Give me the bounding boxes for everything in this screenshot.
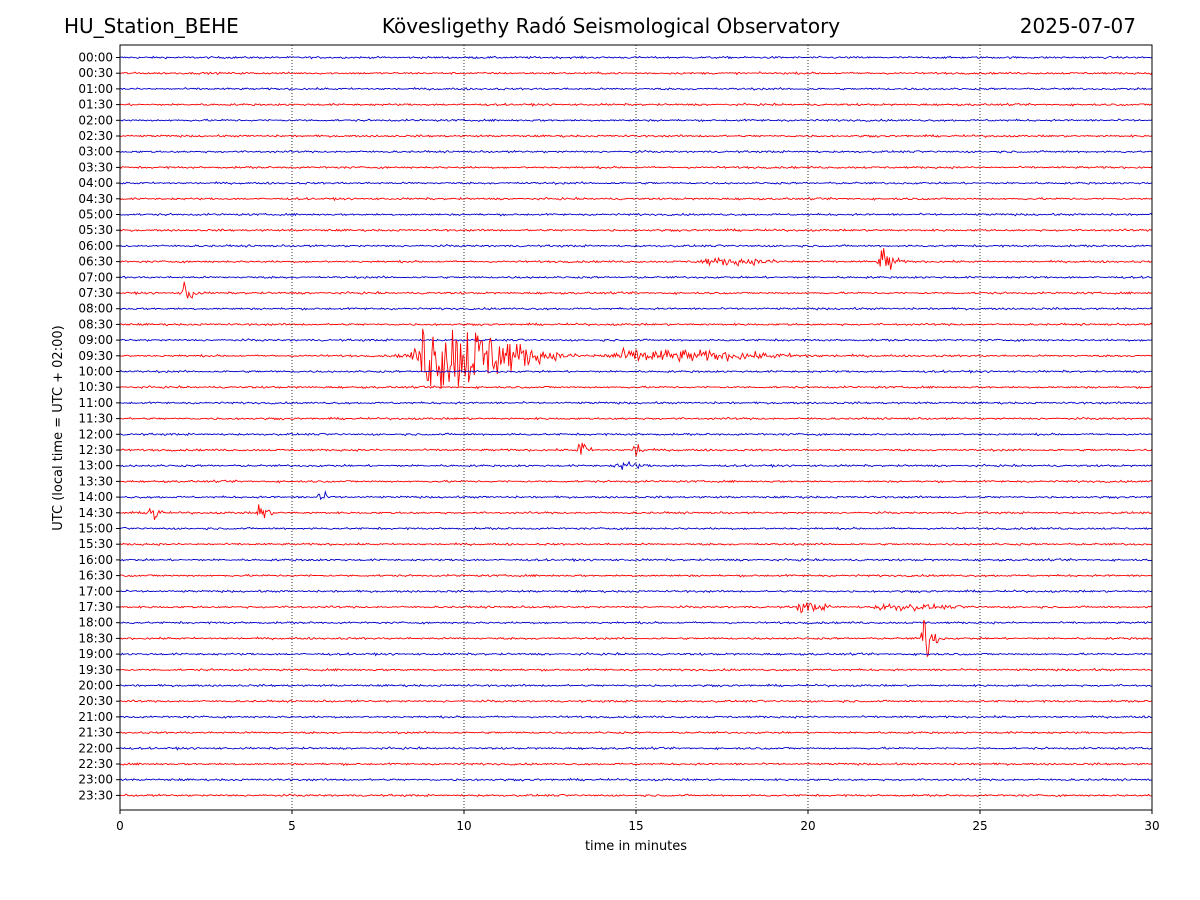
y-tick-label: 16:00 — [78, 553, 113, 567]
trace-2000 — [119, 683, 1153, 688]
y-tick-label: 09:00 — [78, 333, 113, 347]
trace-1600 — [119, 557, 1153, 563]
x-axis-label: time in minutes — [585, 839, 687, 854]
y-tick-label: 10:30 — [78, 380, 113, 394]
observatory-title: Kövesligethy Radó Seismological Observat… — [381, 14, 841, 38]
y-tick-label: 18:30 — [78, 631, 113, 645]
y-tick-label: 14:00 — [78, 490, 113, 504]
trace-0730 — [119, 281, 1153, 299]
y-tick-label: 19:00 — [78, 647, 113, 661]
y-tick-label: 17:30 — [78, 600, 113, 614]
y-tick-label: 05:00 — [78, 208, 113, 222]
station-name: HU_Station_BEHE — [64, 14, 239, 38]
y-tick-label: 20:30 — [78, 694, 113, 708]
y-tick-label: 01:30 — [78, 98, 113, 112]
y-tick-label: 04:30 — [78, 192, 113, 206]
trace-0530 — [119, 228, 1153, 233]
y-tick-label: 03:00 — [78, 145, 113, 159]
y-tick-label: 21:30 — [78, 726, 113, 740]
y-tick-label: 02:30 — [78, 129, 113, 143]
y-tick-label: 20:00 — [78, 679, 113, 693]
y-tick-label: 08:00 — [78, 302, 113, 316]
record-date: 2025-07-07 — [1019, 14, 1136, 38]
trace-0330 — [119, 165, 1153, 170]
x-tick-label: 25 — [972, 819, 987, 833]
trace-1430 — [119, 504, 1153, 520]
y-tick-label: 11:00 — [78, 396, 113, 410]
y-tick-label: 21:00 — [78, 710, 113, 724]
y-tick-label: 11:30 — [78, 412, 113, 426]
trace-1100 — [119, 401, 1153, 405]
y-tick-label: 13:00 — [78, 459, 113, 473]
x-ticks-layer: 0 5 10 15 20 25 30 — [116, 810, 1160, 833]
y-tick-label: 12:30 — [78, 443, 113, 457]
trace-1000 — [119, 369, 1153, 374]
y-tick-label: 16:30 — [78, 569, 113, 583]
y-tick-label: 03:30 — [78, 160, 113, 174]
y-tick-label: 04:00 — [78, 176, 113, 190]
y-tick-label: 12:00 — [78, 427, 113, 441]
trace-1730 — [119, 601, 1153, 614]
trace-0300 — [119, 149, 1153, 154]
y-tick-label: 22:00 — [78, 741, 113, 755]
trace-2030 — [119, 699, 1153, 704]
x-tick-label: 20 — [800, 819, 815, 833]
x-tick-label: 0 — [116, 819, 124, 833]
y-tick-label: 15:30 — [78, 537, 113, 551]
y-tick-label: 00:30 — [78, 66, 113, 80]
y-tick-label: 17:00 — [78, 584, 113, 598]
y-axis-label: UTC (local time = UTC + 02:00) — [51, 325, 66, 530]
grid-layer — [291, 45, 981, 810]
y-tick-label: 13:30 — [78, 474, 113, 488]
y-tick-label: 05:30 — [78, 223, 113, 237]
y-tick-label: 15:00 — [78, 522, 113, 536]
x-tick-label: 15 — [628, 819, 643, 833]
y-tick-label: 19:30 — [78, 663, 113, 677]
y-tick-label: 14:30 — [78, 506, 113, 520]
y-tick-label: 01:00 — [78, 82, 113, 96]
y-tick-label: 02:00 — [78, 113, 113, 127]
y-tick-label: 06:30 — [78, 255, 113, 269]
y-tick-label: 23:30 — [78, 788, 113, 802]
x-tick-label: 30 — [1144, 819, 1159, 833]
y-tick-label: 10:00 — [78, 365, 113, 379]
y-tick-label: 09:30 — [78, 349, 113, 363]
trace-1830 — [119, 619, 1153, 658]
trace-0100 — [119, 86, 1153, 91]
y-tick-label: 07:30 — [78, 286, 113, 300]
trace-0930 — [119, 328, 1153, 389]
trace-2230 — [119, 762, 1153, 766]
y-tick-label: 22:30 — [78, 757, 113, 771]
y-tick-label: 08:30 — [78, 317, 113, 331]
trace-2300 — [119, 777, 1153, 782]
trace-1400 — [119, 490, 1153, 501]
y-tick-label: 07:00 — [78, 270, 113, 284]
x-tick-label: 10 — [456, 819, 471, 833]
x-tick-label: 5 — [288, 819, 296, 833]
y-tick-label: 18:00 — [78, 616, 113, 630]
y-tick-label: 00:00 — [78, 51, 113, 65]
trace-1200 — [119, 432, 1153, 437]
y-tick-label: 23:00 — [78, 773, 113, 787]
y-tick-label: 06:00 — [78, 239, 113, 253]
trace-0130 — [119, 102, 1153, 108]
